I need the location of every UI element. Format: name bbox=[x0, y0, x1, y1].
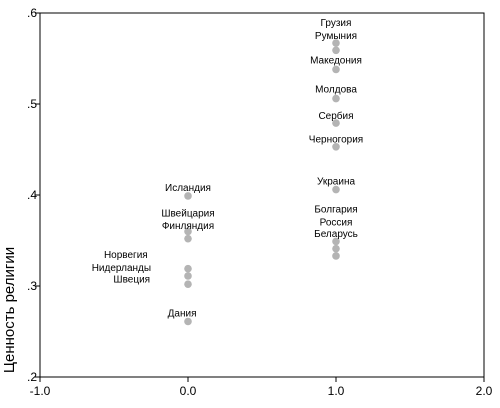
y-tick-label: .4 bbox=[27, 188, 37, 202]
data-point bbox=[332, 252, 340, 260]
data-point bbox=[332, 244, 340, 253]
point-label: Румыния bbox=[315, 31, 357, 42]
point-label: Грузия bbox=[321, 18, 352, 29]
point-label: Сербия bbox=[318, 110, 353, 122]
point-label: Норвегия bbox=[104, 250, 148, 261]
y-tick-label: .2 bbox=[27, 370, 37, 384]
point-label: Дания bbox=[168, 308, 197, 319]
data-point bbox=[184, 192, 192, 200]
y-tick-label: .3 bbox=[27, 279, 37, 293]
y-axis: .2 .3 .4 .5 .6 bbox=[27, 6, 40, 384]
data-point bbox=[332, 65, 340, 74]
point-label: Болгария bbox=[314, 205, 357, 216]
point-label: Исландия bbox=[165, 183, 211, 194]
point-label: Молдова bbox=[315, 85, 357, 96]
x-tick-label: -1.0 bbox=[30, 384, 51, 398]
point-label: Украина bbox=[317, 176, 356, 187]
data-point bbox=[332, 237, 340, 246]
point-label: Черногория bbox=[309, 135, 363, 146]
data-point bbox=[332, 142, 340, 151]
point-label: Россия bbox=[320, 217, 353, 228]
plot-frame bbox=[39, 12, 485, 378]
data-point bbox=[332, 94, 340, 103]
y-tick-label: .6 bbox=[27, 6, 37, 20]
point-labels: Грузия Румыния Македония Молдова Сербия Черно… bbox=[92, 18, 364, 319]
x-tick-label: 1.0 bbox=[328, 384, 345, 398]
data-point bbox=[184, 280, 192, 288]
data-point bbox=[332, 46, 340, 55]
data-point bbox=[332, 39, 340, 47]
point-label: Македония bbox=[310, 55, 362, 66]
x-tick-label: 0.0 bbox=[180, 384, 197, 398]
x-axis: -1.0 0.0 1.0 2.0 bbox=[30, 377, 493, 398]
point-label: Беларусь bbox=[314, 229, 358, 240]
data-point bbox=[184, 227, 192, 236]
point-label: Нидерланды bbox=[92, 263, 151, 274]
point-label: Финляндия bbox=[162, 221, 214, 232]
y-axis-label: Ценность религии bbox=[1, 247, 18, 373]
data-point bbox=[184, 317, 192, 326]
data-point bbox=[332, 185, 340, 194]
x-tick-label: 2.0 bbox=[476, 384, 493, 398]
data-point bbox=[184, 272, 192, 280]
y-tick-label: .5 bbox=[27, 97, 37, 111]
point-label: Швейцария bbox=[161, 208, 214, 219]
data-point bbox=[332, 119, 340, 127]
data-point bbox=[184, 234, 192, 243]
data-point bbox=[184, 264, 192, 273]
data-points bbox=[184, 39, 340, 326]
point-label: Швеция bbox=[113, 275, 150, 286]
